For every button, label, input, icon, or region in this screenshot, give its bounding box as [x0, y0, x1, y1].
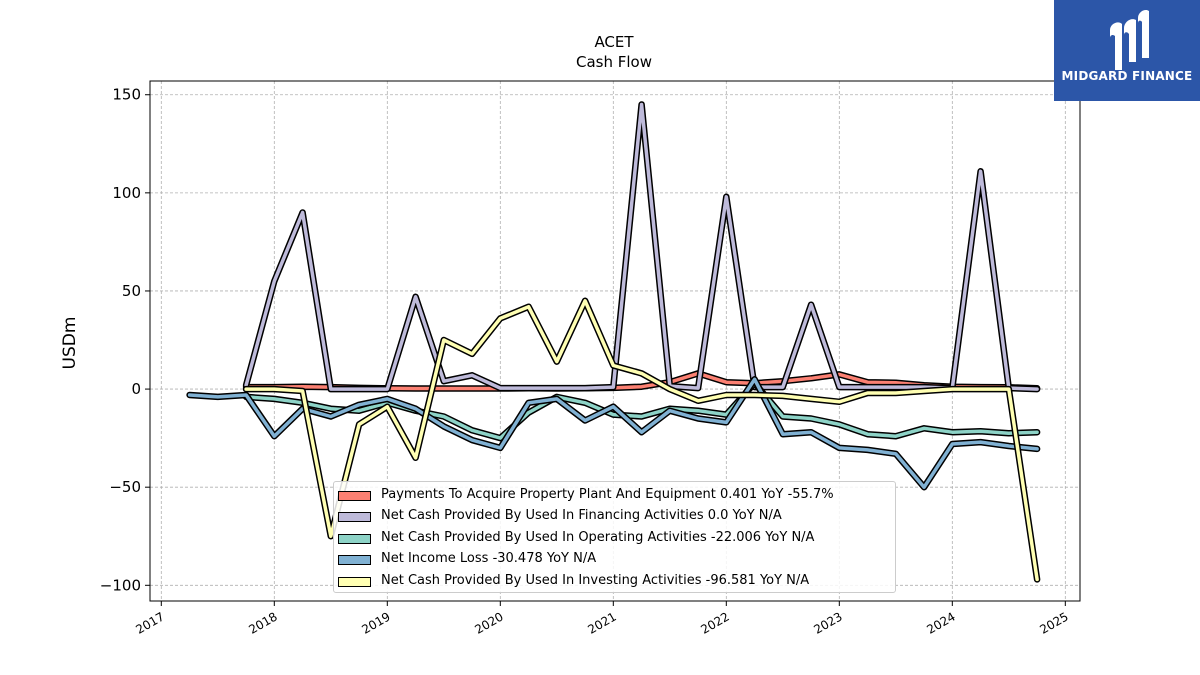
legend-item: Payments To Acquire Property Plant And E… [334, 487, 895, 508]
series-layer [186, 101, 1041, 583]
legend-item: Net Income Loss -30.478 YoY N/A [334, 551, 895, 572]
x-tick-label: 2018 [246, 609, 279, 636]
logo-text: MIDGARD FINANCE [1061, 69, 1193, 83]
legend-swatch [338, 555, 371, 566]
series-line [186, 376, 1041, 491]
legend-item: Net Cash Provided By Used In Investing A… [334, 573, 895, 594]
plot-frame [149, 80, 1081, 602]
legend-swatch [338, 533, 371, 544]
y-tick-label: −50 [109, 478, 141, 496]
x-tick-label: 2021 [585, 609, 618, 636]
x-tick-label: 2022 [698, 609, 731, 636]
midgard-finance-logo: MIDGARD FINANCE [1054, 0, 1200, 101]
legend-label: Payments To Acquire Property Plant And E… [381, 487, 834, 502]
x-tick-label: 2025 [1037, 609, 1070, 636]
chart-subtitle: Cash Flow [576, 53, 652, 71]
chart-title: ACET [594, 33, 634, 51]
legend-label: Net Cash Provided By Used In Financing A… [381, 508, 782, 524]
y-axis-label: USDm [60, 317, 80, 370]
series-line [242, 101, 1041, 393]
y-tick-label: 0 [131, 380, 141, 398]
legend-swatch [338, 576, 371, 587]
y-tick-label: −100 [100, 576, 141, 594]
legend-swatch [338, 491, 371, 501]
x-tick-label: 2017 [133, 609, 166, 636]
series-line [242, 297, 1041, 583]
x-tick-label: 2020 [472, 609, 505, 636]
x-tick-label: 2023 [811, 609, 844, 636]
legend-label: Net Income Loss -30.478 YoY N/A [381, 551, 597, 567]
series-stroke [244, 381, 1039, 440]
x-tick-label: 2019 [359, 609, 392, 636]
legend-label: Net Cash Provided By Used In Investing A… [381, 572, 810, 588]
y-tick-label: 100 [112, 184, 141, 202]
series-outline [242, 101, 1041, 393]
legend-item: Net Cash Provided By Used In Operating A… [334, 530, 895, 551]
series-stroke [187, 377, 1039, 489]
legend-item: Net Cash Provided By Used In Financing A… [334, 508, 895, 529]
x-tick-label: 2024 [924, 609, 957, 636]
legend-swatch [338, 512, 371, 523]
chart-legend: Payments To Acquire Property Plant And E… [333, 481, 896, 593]
series-stroke [244, 299, 1039, 582]
legend-label: Net Cash Provided By Used In Operating A… [381, 529, 815, 545]
series-line [242, 379, 1041, 442]
series-stroke [244, 102, 1039, 391]
y-tick-label: 150 [112, 86, 141, 104]
logo-mark-icon [1110, 9, 1149, 70]
y-tick-label: 50 [122, 282, 141, 300]
